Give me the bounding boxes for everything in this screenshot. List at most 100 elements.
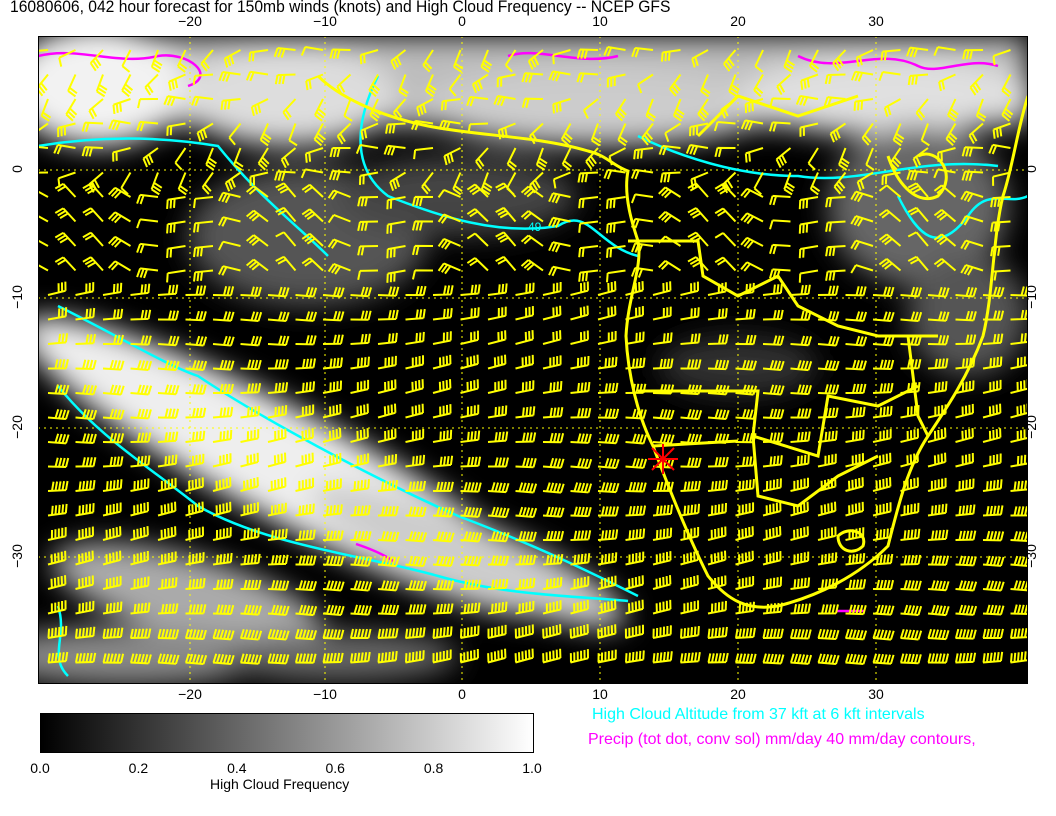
wind-barb [927, 428, 947, 443]
wind-barb [817, 310, 840, 322]
wind-barb [927, 503, 948, 517]
wind-barb [853, 98, 874, 111]
wind-barb [845, 286, 867, 297]
wind-barb [790, 384, 812, 396]
wind-barb [542, 457, 565, 469]
wind-barb [343, 98, 353, 122]
wind-barb [275, 255, 297, 272]
wind-barb [762, 360, 785, 371]
wind-barb [166, 245, 186, 259]
wind-barb [817, 526, 837, 541]
wind-barb [992, 49, 1011, 66]
wind-barb [790, 335, 813, 347]
wind-barb [714, 256, 737, 272]
wind-barb [714, 183, 737, 198]
wind-barb [432, 506, 455, 518]
wind-barb [735, 282, 755, 296]
wind-barb [833, 171, 847, 195]
wind-barb [322, 380, 343, 394]
wind-barb [1010, 286, 1028, 297]
wind-barb [740, 187, 764, 199]
wind-barb [542, 576, 563, 590]
wind-barb [762, 283, 783, 296]
wind-barb [240, 502, 260, 517]
lon-tick-label: −20 [178, 13, 202, 29]
wind-barb [350, 628, 372, 640]
wind-barb [275, 182, 297, 198]
wind-barb [990, 269, 1011, 281]
wind-barb [267, 452, 287, 468]
wind-barb [89, 49, 104, 72]
wind-barb [466, 208, 489, 223]
wind-barb [753, 172, 764, 196]
wind-barb [157, 501, 177, 517]
wind-barb [542, 648, 562, 664]
wind-barb [817, 552, 838, 566]
wind-barb [405, 480, 427, 492]
wind-barb [961, 146, 984, 157]
wind-barb [892, 123, 905, 147]
wind-barb [58, 49, 76, 67]
wind-barb [872, 311, 895, 323]
wind-barb [377, 428, 397, 443]
wind-barb [295, 604, 318, 617]
wind-barb [906, 169, 929, 181]
wind-barb [475, 147, 489, 170]
wind-barb [47, 409, 70, 421]
wind-barb [570, 433, 592, 444]
wind-barb [845, 501, 864, 517]
wind-barb [576, 72, 599, 83]
wind-barb [67, 74, 78, 98]
wind-barb [645, 98, 656, 122]
wind-barb [65, 98, 78, 122]
wind-barb [577, 171, 599, 183]
wind-barb [740, 236, 764, 249]
wind-barb [350, 333, 371, 345]
wind-barb [137, 98, 159, 109]
wind-barb [75, 480, 96, 492]
wind-barb [809, 172, 821, 196]
wind-barb [687, 256, 709, 272]
wind-barb [495, 231, 517, 247]
wind-barb [40, 98, 52, 122]
wind-barb [982, 333, 1004, 345]
wind-barb [487, 482, 510, 494]
wind-barb [762, 455, 783, 468]
wind-barb [817, 501, 837, 517]
wind-barb [878, 209, 902, 223]
wind-barb [75, 307, 96, 321]
wind-barb [437, 262, 461, 275]
wind-barb [136, 242, 159, 254]
wind-barb [762, 432, 784, 443]
wind-barb [817, 359, 840, 371]
wind-barb [47, 527, 67, 541]
wind-barb [185, 407, 207, 419]
wind-barb [845, 477, 864, 492]
wind-barb [515, 554, 537, 566]
wind-barb [548, 70, 571, 82]
wind-barb [631, 47, 654, 58]
wind-barb [597, 382, 619, 394]
wind-barb [735, 502, 755, 517]
wind-barb [570, 530, 592, 541]
wind-barb [144, 73, 159, 96]
wind-barb [130, 283, 151, 296]
wind-barb [38, 122, 49, 143]
wind-barb [432, 404, 452, 419]
wind-barb [740, 119, 764, 131]
wind-barb [542, 281, 562, 296]
wind-barb [845, 359, 867, 371]
wind-barb [212, 604, 235, 616]
wind-barb [817, 407, 839, 419]
wind-barb [652, 306, 672, 321]
wind-barb [47, 433, 70, 445]
wind-barb [597, 552, 618, 566]
wind-barb [982, 651, 1004, 664]
wind-barb [641, 122, 654, 146]
wind-barb [432, 481, 454, 492]
wind-barb [652, 599, 672, 615]
wind-barb [590, 123, 602, 147]
wind-barb [570, 305, 589, 321]
wind-barb [790, 310, 812, 321]
wind-barb [432, 626, 453, 639]
